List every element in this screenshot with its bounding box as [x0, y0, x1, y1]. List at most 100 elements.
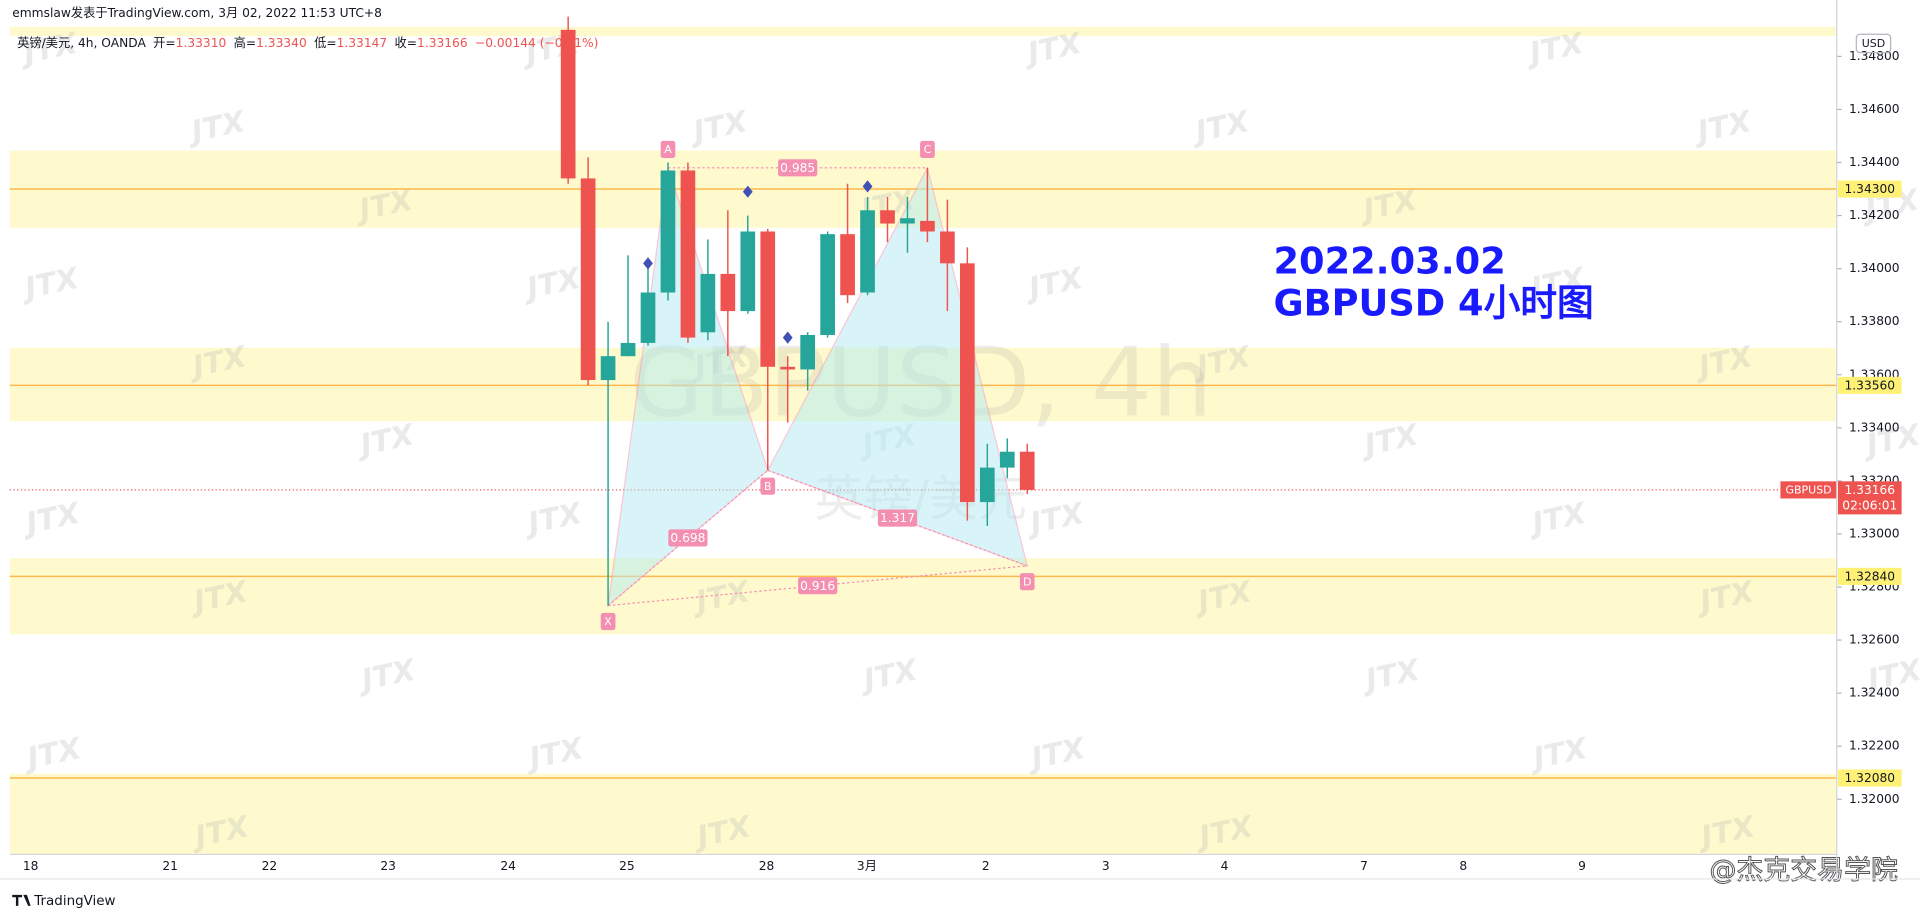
last-price-box: [1837, 481, 1902, 515]
legend-symbol: 英镑/美元, 4h, OANDA: [17, 34, 146, 49]
level-label: 1.34300: [1844, 182, 1895, 196]
legend-key: 开=: [153, 35, 176, 49]
candle-body: [960, 263, 975, 503]
last-name-box: [1780, 481, 1837, 499]
y-tick-label: 1.33000: [1849, 526, 1900, 540]
y-tick-label: 1.34200: [1849, 208, 1900, 222]
annotation: GBPUSD 4小时图: [1273, 281, 1593, 324]
x-tick-label: 8: [1459, 859, 1467, 873]
y-tick-label: 1.33400: [1849, 420, 1900, 434]
annotation: 2022.03.02: [1273, 240, 1505, 283]
level-label-box: [1837, 376, 1902, 394]
x-tick-label: 21: [162, 859, 178, 873]
level-label: 1.32840: [1844, 570, 1895, 584]
pattern-leg: [608, 565, 1028, 607]
candle-body: [780, 366, 796, 370]
credit: @杰克交易学院: [1709, 855, 1898, 886]
zone: [9, 558, 1837, 635]
level-label-box: [1837, 567, 1902, 585]
y-tick-label: 1.33800: [1849, 314, 1900, 328]
ratio-box: [668, 529, 708, 547]
ratio-box: [798, 577, 838, 595]
point-box: [660, 140, 676, 159]
candle-body: [880, 210, 895, 224]
ratio-label: 0.916: [800, 579, 835, 593]
candle-body: [920, 220, 935, 232]
candle-body: [720, 273, 736, 312]
candle-body: [999, 451, 1015, 468]
point-label: X: [604, 615, 612, 628]
candle-body: [660, 170, 676, 293]
candle-body: [840, 234, 855, 296]
legend-key: 高=: [234, 34, 257, 49]
candle-body: [860, 210, 875, 293]
x-tick-label: 23: [380, 859, 396, 873]
legend-value: 1.33310: [176, 35, 227, 49]
legend: 英镑/美元, 4h, OANDA 开=1.33310 高=1.33340 低=1.33…: [17, 34, 598, 49]
x-tick-label: 9: [1578, 859, 1586, 873]
marker: [742, 185, 753, 198]
footer: TradingView: [33, 894, 115, 909]
candle-body: [580, 178, 596, 381]
y-tick-label: 1.32400: [1849, 686, 1900, 700]
zone: [9, 773, 1837, 855]
y-tick-label: 1.34600: [1849, 102, 1900, 116]
last-price: 1.33166: [1844, 483, 1895, 497]
ratio-label: 1.317: [880, 511, 915, 525]
x-tick-label: 7: [1360, 859, 1368, 873]
legend-value: 1.33147: [337, 35, 388, 49]
point-label: D: [1023, 575, 1031, 588]
currency-box: [1855, 33, 1892, 54]
candle-body: [560, 29, 576, 179]
level-label-box: [1837, 180, 1902, 198]
marker: [862, 180, 873, 193]
candle-body: [680, 170, 696, 338]
point-label: A: [664, 143, 672, 156]
countdown: 02:06:01: [1842, 498, 1897, 512]
marker: [643, 257, 653, 270]
point-label: B: [764, 480, 772, 493]
x-tick-label: 2: [982, 859, 990, 873]
legend-value: 1.33166: [417, 35, 468, 49]
ratio-box: [877, 509, 918, 527]
ratio-label: 0.985: [780, 161, 815, 175]
x-tick-label: 18: [23, 859, 39, 873]
point-box: [600, 612, 616, 631]
y-tick-label: 1.34000: [1849, 261, 1900, 275]
y-tick-label: 1.34400: [1849, 155, 1900, 169]
zone: [9, 26, 1837, 37]
ratio-label: 0.698: [670, 531, 705, 545]
legend-key: 低=: [314, 35, 337, 49]
legend-value: 1.33340: [256, 35, 307, 49]
candle-body: [640, 292, 656, 343]
candle-body: [979, 467, 995, 503]
y-tick-label: 1.32600: [1849, 633, 1900, 647]
tv-logo: [12, 894, 31, 906]
x-tick-label: 25: [619, 859, 635, 873]
candle-body: [740, 231, 756, 312]
marker: [782, 331, 793, 344]
candle-body: [940, 231, 955, 264]
x-tick-label: 3月: [857, 859, 877, 873]
legend-change: −0.00144 (−0.11%): [475, 35, 598, 49]
ratio-box: [778, 159, 818, 177]
candle-body: [760, 231, 776, 367]
x-tick-label: 28: [759, 859, 775, 873]
point-box: [760, 477, 776, 495]
candle-body: [800, 334, 816, 370]
candle-body: [600, 356, 616, 381]
candle-body: [1019, 451, 1035, 490]
y-tick-label: 1.32200: [1849, 739, 1900, 753]
x-tick-label: 3: [1102, 859, 1110, 873]
candle-body: [700, 273, 716, 333]
point-box: [1019, 573, 1035, 591]
candle-body: [820, 234, 835, 335]
candle-body: [900, 218, 915, 224]
x-tick-label: 4: [1221, 859, 1229, 873]
currency: USD: [1862, 37, 1886, 50]
candle-body: [620, 342, 636, 357]
level-label: 1.32080: [1844, 771, 1895, 785]
point-box: [920, 140, 935, 159]
